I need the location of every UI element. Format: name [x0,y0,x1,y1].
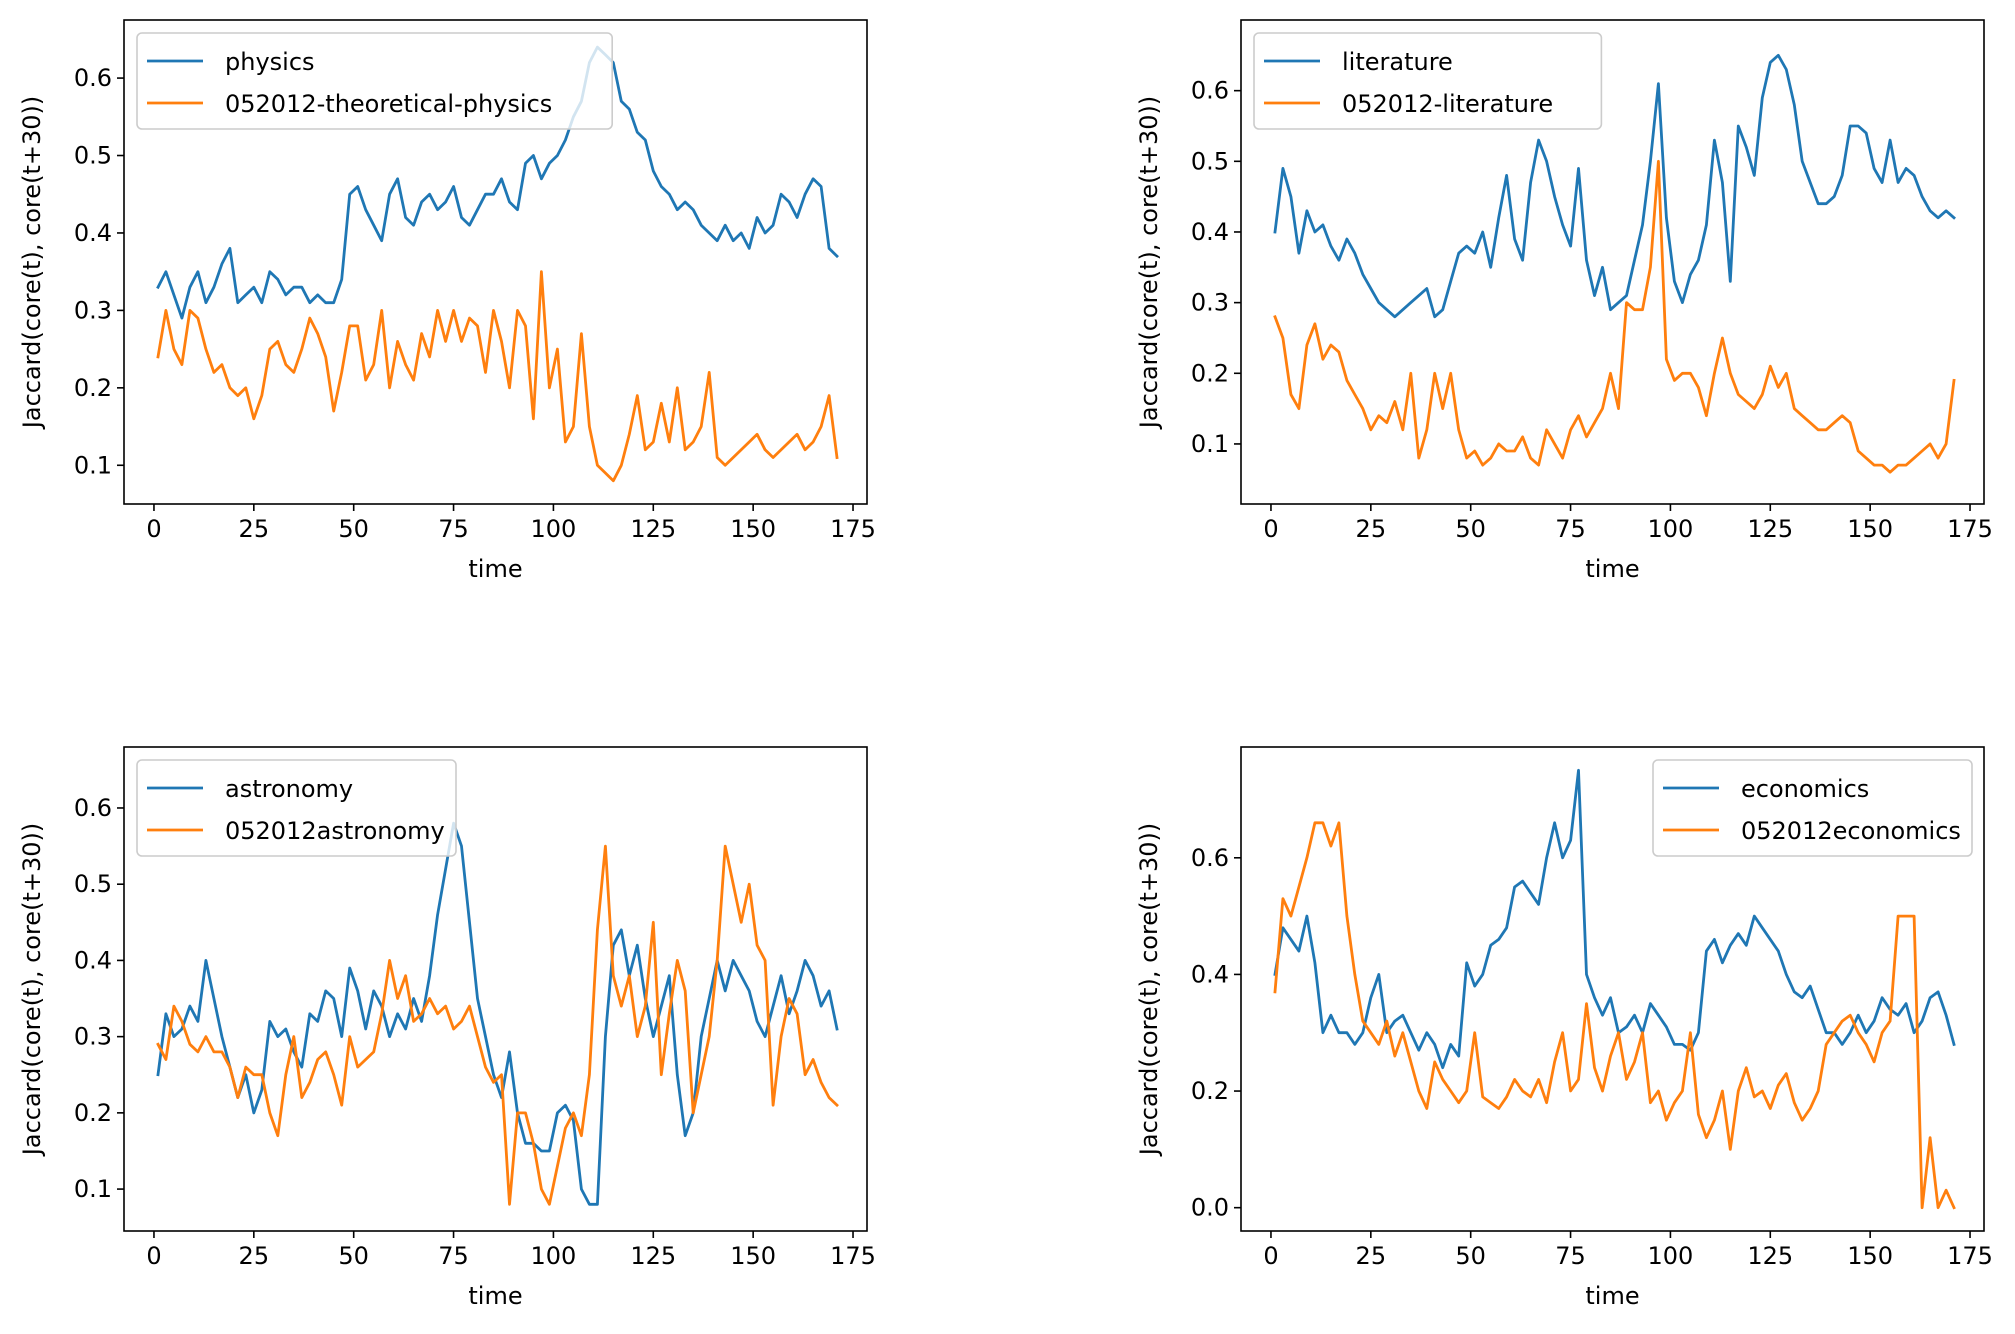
y-tick-label: 0.2 [1191,359,1229,387]
legend-label-1: literature [1342,48,1453,76]
series-line-1 [156,821,839,1206]
x-tick-label: 0 [146,1242,161,1270]
y-axis-label: Jaccard(core(t), core(t+30)) [1135,96,1163,430]
x-tick-label: 175 [1947,515,1993,543]
legend-box [136,32,614,130]
legend-label-1: physics [225,48,315,76]
y-tick-label: 0.5 [1191,147,1229,175]
x-tick-label: 100 [531,515,577,543]
legend-label-2: 052012economics [1741,817,1961,845]
series-group [156,821,839,1206]
chart-panel-2: 0 25 50 75 100 125 150 175 0.1 0.2 0.3 0.4 0.5 0.6 tim… [1135,19,1993,583]
legend-label-2: 052012-theoretical-physics [225,90,552,118]
y-tick-label: 0.3 [1191,289,1229,317]
plot-frame [123,19,868,505]
x-tick-label: 100 [1648,1242,1694,1270]
legend-box [1253,32,1603,130]
y-tick-label: 0.0 [1191,1194,1229,1222]
y-tick-label: 0.1 [1191,430,1229,458]
x-tick-label: 150 [730,515,776,543]
series-line-2 [1273,159,1956,474]
x-tick-label: 50 [1455,1242,1486,1270]
x-tick-label: 50 [338,515,369,543]
x-axis-label: time [468,1282,522,1310]
x-tick-label: 175 [1947,1242,1993,1270]
x-tick-label: 125 [1747,515,1793,543]
chart-panel-3: 0 25 50 75 100 125 150 175 0.1 0.2 0.3 0.4 0.5 0.6 tim… [18,746,876,1310]
legend-label-1: economics [1741,775,1869,803]
series-group [1273,768,1956,1210]
y-tick-label: 0.4 [1191,218,1229,246]
x-tick-label: 175 [830,1242,876,1270]
series-line-1 [156,45,839,320]
x-tick-label: 0 [1263,1242,1278,1270]
legend-label-1: astronomy [225,775,353,803]
x-tick-label: 25 [239,515,270,543]
y-tick-label: 0.2 [74,1099,112,1127]
legend: astronomy 052012astronomy [136,759,457,857]
legend-label-2: 052012astronomy [225,817,445,845]
y-axis-label: Jaccard(core(t), core(t+30)) [18,823,46,1157]
x-tick-label: 75 [1555,515,1586,543]
x-tick-label: 50 [338,1242,369,1270]
y-axis-label: Jaccard(core(t), core(t+30)) [1135,823,1163,1157]
x-axis-label: time [468,555,522,583]
legend-label-2: 052012-literature [1342,90,1553,118]
x-tick-label: 50 [1455,515,1486,543]
x-tick-label: 75 [1555,1242,1586,1270]
y-tick-label: 0.6 [74,794,112,822]
x-tick-label: 150 [1847,1242,1893,1270]
x-tick-label: 25 [1356,515,1387,543]
x-tick-label: 100 [1648,515,1694,543]
y-tick-label: 0.5 [74,142,112,170]
y-tick-label: 0.4 [1191,960,1229,988]
x-tick-label: 125 [630,1242,676,1270]
chart-panel-1: 0 25 50 75 100 125 150 175 0.1 0.2 0.3 0.4 0.5 0.6 tim… [18,19,876,583]
y-tick-label: 0.6 [1191,844,1229,872]
x-tick-label: 175 [830,515,876,543]
legend: economics 052012economics [1652,759,1973,857]
series-line-2 [156,844,839,1206]
series-group [156,45,839,483]
y-tick-label: 0.4 [74,219,112,247]
y-tick-label: 0.6 [1191,77,1229,105]
y-axis-label: Jaccard(core(t), core(t+30)) [18,96,46,430]
y-tick-label: 0.3 [74,296,112,324]
y-tick-label: 0.3 [74,1023,112,1051]
legend: literature 052012-literature [1253,32,1603,130]
series-line-2 [156,270,839,483]
y-tick-label: 0.2 [1191,1077,1229,1105]
y-tick-label: 0.2 [74,374,112,402]
series-line-1 [1273,53,1956,319]
x-tick-label: 75 [438,1242,469,1270]
x-tick-label: 100 [531,1242,577,1270]
y-tick-label: 0.5 [74,870,112,898]
plot-frame [123,746,868,1232]
series-line-2 [1273,821,1956,1210]
legend-box [1652,759,1973,857]
x-tick-label: 25 [1356,1242,1387,1270]
x-tick-label: 0 [146,515,161,543]
x-tick-label: 125 [1747,1242,1793,1270]
legend-box [136,759,457,857]
chart-panel-4: 0 25 50 75 100 125 150 175 0.0 0.2 0.4 0.6 time Jacca… [1135,746,1993,1310]
plot-frame [1240,746,1985,1232]
x-tick-label: 150 [1847,515,1893,543]
y-tick-label: 0.1 [74,451,112,479]
y-tick-label: 0.4 [74,946,112,974]
y-tick-label: 0.6 [74,64,112,92]
x-tick-label: 125 [630,515,676,543]
x-axis-label: time [1585,1282,1639,1310]
x-tick-label: 25 [239,1242,270,1270]
x-tick-label: 150 [730,1242,776,1270]
x-tick-label: 75 [438,515,469,543]
series-group [1273,53,1956,474]
x-axis-label: time [1585,555,1639,583]
y-tick-label: 0.1 [74,1175,112,1203]
legend: physics 052012-theoretical-physics [136,32,614,130]
x-tick-label: 0 [1263,515,1278,543]
plot-frame [1240,19,1985,505]
